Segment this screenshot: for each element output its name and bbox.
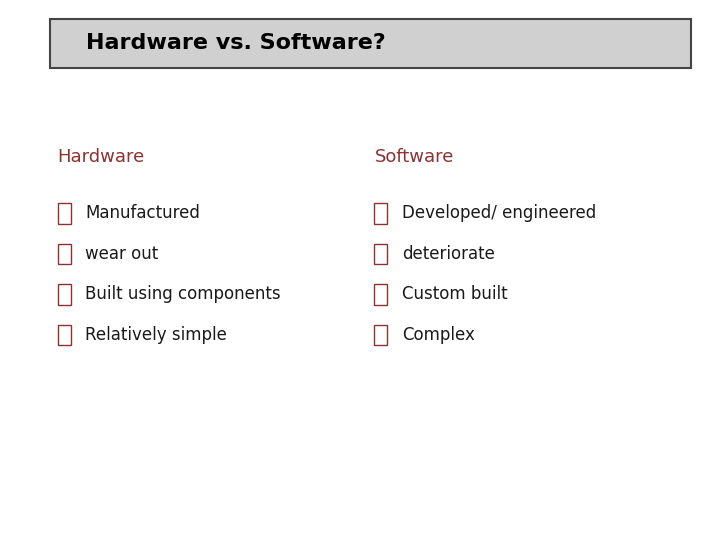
Text: Developed/ engineered: Developed/ engineered (402, 204, 596, 222)
FancyBboxPatch shape (374, 244, 387, 264)
Text: Built using components: Built using components (85, 285, 281, 303)
FancyBboxPatch shape (374, 284, 387, 305)
Text: Relatively simple: Relatively simple (85, 326, 227, 344)
FancyBboxPatch shape (58, 244, 71, 264)
Text: Hardware vs. Software?: Hardware vs. Software? (86, 33, 386, 53)
Text: wear out: wear out (85, 245, 158, 263)
FancyBboxPatch shape (374, 203, 387, 224)
Text: Complex: Complex (402, 326, 474, 344)
Text: deteriorate: deteriorate (402, 245, 495, 263)
Text: Hardware: Hardware (58, 147, 145, 166)
Text: Software: Software (374, 147, 454, 166)
Text: Manufactured: Manufactured (85, 204, 200, 222)
FancyBboxPatch shape (50, 19, 691, 68)
FancyBboxPatch shape (58, 203, 71, 224)
FancyBboxPatch shape (374, 325, 387, 345)
FancyBboxPatch shape (58, 284, 71, 305)
FancyBboxPatch shape (58, 325, 71, 345)
Text: Custom built: Custom built (402, 285, 508, 303)
